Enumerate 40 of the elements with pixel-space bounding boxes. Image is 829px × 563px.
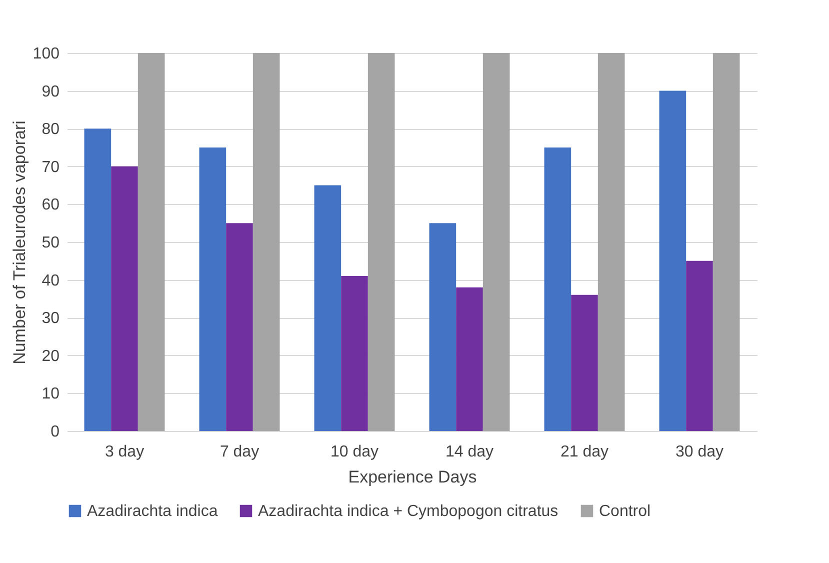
bar — [226, 223, 253, 431]
y-tick-label: 10 — [42, 386, 60, 403]
bar — [138, 53, 165, 431]
bar — [712, 53, 740, 431]
legend-label: Azadirachta indica — [87, 503, 218, 520]
y-axis-title: Number of Trialeurodes vaporari — [10, 120, 29, 364]
y-tick-label: 30 — [42, 310, 60, 328]
x-tick-label: 14 day — [445, 444, 494, 460]
x-axis-title: Experience Days — [348, 468, 477, 486]
bar — [482, 53, 510, 431]
y-tick-label: 0 — [50, 424, 60, 440]
bar — [429, 223, 456, 431]
bar — [84, 128, 112, 431]
y-tick-label: 90 — [42, 83, 60, 100]
bar — [456, 287, 483, 431]
legend-label: Control — [599, 503, 651, 520]
bar — [368, 53, 395, 431]
bar — [314, 185, 342, 431]
x-tick-label: 10 day — [330, 444, 379, 460]
y-tick-label: 60 — [42, 196, 60, 214]
y-tick-label: 20 — [42, 348, 60, 365]
x-tick-label: 30 day — [675, 444, 724, 460]
bar — [571, 294, 598, 431]
bar — [199, 148, 226, 431]
bar — [252, 53, 280, 431]
bar — [686, 260, 713, 431]
x-tick-label: 3 day — [104, 444, 144, 460]
y-tick-label: 70 — [42, 158, 60, 176]
bar — [598, 53, 625, 431]
legend-label: Azadirachta indica + Cymbopogon citratus — [258, 503, 558, 520]
bar — [111, 166, 138, 431]
y-tick-label: 100 — [32, 46, 60, 62]
x-tick-label: 21 day — [560, 444, 609, 460]
bar — [659, 90, 686, 431]
bar — [341, 276, 368, 431]
x-tick-label: 7 day — [220, 444, 260, 460]
y-tick-label: 40 — [42, 272, 60, 290]
y-tick-label: 80 — [42, 121, 60, 138]
bar — [544, 148, 572, 431]
y-tick-label: 50 — [42, 234, 60, 252]
